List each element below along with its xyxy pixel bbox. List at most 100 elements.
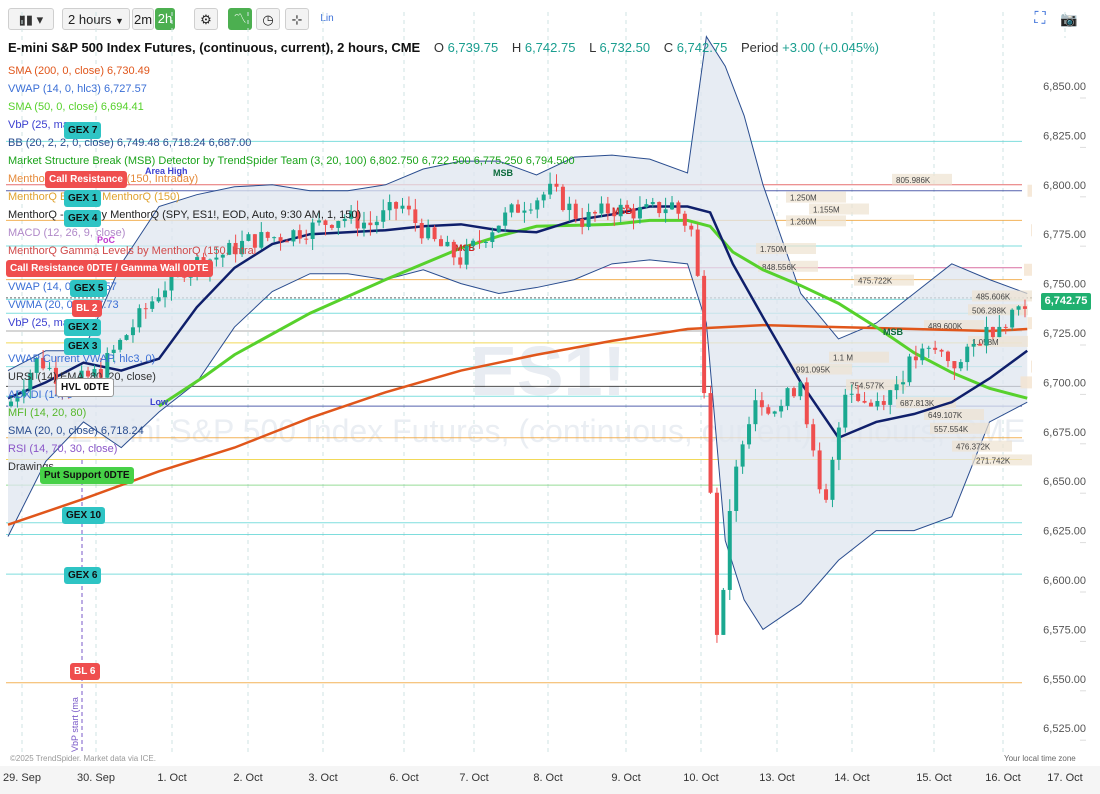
- candles: [9, 172, 1027, 643]
- volume-label-bg: [968, 335, 1028, 347]
- candle-body: [34, 357, 39, 373]
- candle-body: [984, 326, 989, 346]
- expand-button[interactable]: ⛶: [1031, 8, 1049, 30]
- legend-row[interactable]: VbP (25, ma: [8, 314, 575, 332]
- legend-row[interactable]: SMA (20, 0, close) 6,718.24: [8, 422, 575, 440]
- candle-body: [843, 394, 848, 428]
- legend-row[interactable]: SMA (200, 0, close) 6,730.49: [8, 62, 575, 80]
- chart-title: E-mini S&P 500 Index Futures, (continuou…: [8, 40, 421, 55]
- volume-label: 805.986K: [896, 176, 931, 185]
- period-value: +3.00 (+0.045%): [782, 40, 879, 55]
- level-label: GEX 6: [64, 567, 102, 584]
- candle-body: [419, 223, 424, 239]
- candle-body: [849, 393, 854, 395]
- volume-label: 991.095K: [796, 366, 831, 375]
- legend-row[interactable]: VbP (25, ma: [8, 116, 575, 134]
- x-tick-label: 9. Oct: [611, 772, 640, 784]
- candle-body: [618, 204, 623, 217]
- candle-body: [580, 218, 585, 227]
- volume-label-bg: [846, 379, 906, 391]
- level-label: GEX 7: [64, 122, 102, 139]
- candle-body: [317, 220, 322, 223]
- legend-value: 6,749.48 6,718.24 6,687.00: [113, 137, 252, 149]
- legend-row[interactable]: SMA (50, 0, close) 6,694.41: [8, 98, 575, 116]
- pattern-tool-button[interactable]: 〽: [228, 8, 252, 30]
- legend-row[interactable]: VWAP Current VWAP, hlc3, 0): [8, 350, 575, 368]
- candle-body: [291, 230, 296, 242]
- chart-type-button[interactable]: ▮▮ ▾: [8, 8, 54, 30]
- candle-body: [625, 204, 630, 209]
- interval-2h-button[interactable]: 2h: [155, 8, 175, 30]
- level-label: GEX 2: [64, 319, 102, 336]
- candle-body: [21, 389, 26, 397]
- volume-label: 1.260M: [790, 217, 817, 226]
- x-tick-label: 8. Oct: [533, 772, 562, 784]
- candle-body: [9, 401, 14, 407]
- candle-body: [650, 202, 655, 205]
- level-label: Call Resistance: [45, 171, 127, 188]
- candle-body: [361, 222, 366, 229]
- bb-upper-line: [7, 35, 1028, 371]
- candle-body: [759, 400, 764, 408]
- legend-label: VWAP: [8, 353, 40, 365]
- legend-row[interactable]: MenthorQ Gamma Levels by MenthorQ (150, …: [8, 242, 575, 260]
- candle-body: [1003, 326, 1008, 328]
- candle-body: [124, 335, 129, 340]
- y-tick-label: 6,700.00: [1043, 377, 1086, 389]
- candle-body: [220, 254, 225, 258]
- crosshair-tool-button[interactable]: ⊹: [285, 8, 309, 30]
- legend-row[interactable]: MFI (14, 20, 80): [8, 404, 575, 422]
- candle-body: [811, 424, 816, 451]
- clock-tool-button[interactable]: ◷: [256, 8, 280, 30]
- candle-body: [150, 301, 155, 309]
- candle-body: [516, 204, 521, 213]
- legend-row[interactable]: BB (20, 2, 2, 0, close) 6,749.48 6,718.2…: [8, 134, 575, 152]
- candle-body: [233, 242, 238, 255]
- volume-label-bg: [756, 243, 816, 255]
- legend-row[interactable]: MenthorQ - sions by MenthorQ (SPY, ES1!,…: [8, 206, 575, 224]
- candle-body: [939, 349, 944, 352]
- legend-label: VbP (25, ma: [8, 119, 69, 131]
- candle-body: [477, 240, 482, 243]
- candle-body: [15, 396, 20, 402]
- candle-body: [464, 245, 469, 265]
- candle-body: [92, 369, 97, 377]
- y-tick-label: 6,850.00: [1043, 81, 1086, 93]
- candle-body: [734, 466, 739, 512]
- candle-body: [1016, 306, 1021, 310]
- settings-button[interactable]: ⚙: [194, 8, 218, 30]
- legend-label: MACD (12, 26, 9, close): [8, 227, 126, 239]
- legend-row[interactable]: Market Structure Break (MSB) Detector by…: [8, 152, 575, 170]
- candle-body: [663, 209, 668, 214]
- candle-body: [836, 427, 841, 460]
- candle-body: [483, 242, 488, 244]
- candle-body: [528, 209, 533, 211]
- candle-body: [862, 400, 867, 403]
- volume-label: 476.372K: [956, 443, 991, 452]
- candle-body: [304, 238, 309, 240]
- gear-icon: ⚙: [200, 12, 212, 27]
- y-tick-label: 6,725.00: [1043, 328, 1086, 340]
- legend-label: RSI (14, 70, 30, close): [8, 443, 118, 455]
- candle-body: [779, 405, 784, 412]
- legend-label: MenthorQ Gamma Levels by MenthorQ (150, …: [8, 245, 254, 257]
- candle-body: [868, 402, 873, 407]
- candle-body: [41, 357, 46, 369]
- candle-body: [644, 204, 649, 208]
- candle-body: [522, 210, 527, 213]
- legend-value: Current VWAP, hlc3, 0): [39, 353, 156, 365]
- interval-2m-button[interactable]: 2m: [132, 8, 154, 30]
- legend-row[interactable]: VWAP (14, 0, hlc3) 6,727.57: [8, 80, 575, 98]
- legend-value: 6,727.57: [100, 83, 147, 95]
- open-value: 6,739.75: [447, 40, 499, 55]
- legend-row[interactable]: RSI (14, 70, 30, close): [8, 440, 575, 458]
- candle-body: [406, 205, 411, 210]
- scale-lin-button[interactable]: Lin: [320, 13, 334, 24]
- legend-row[interactable]: MACD (12, 26, 9, close): [8, 224, 575, 242]
- candle-body: [560, 186, 565, 211]
- x-tick-label: 6. Oct: [389, 772, 418, 784]
- legend-label: MenthorQ -: [8, 209, 64, 221]
- vbp-start-label: VbP start (ma: [70, 697, 80, 752]
- candle-body: [573, 203, 578, 219]
